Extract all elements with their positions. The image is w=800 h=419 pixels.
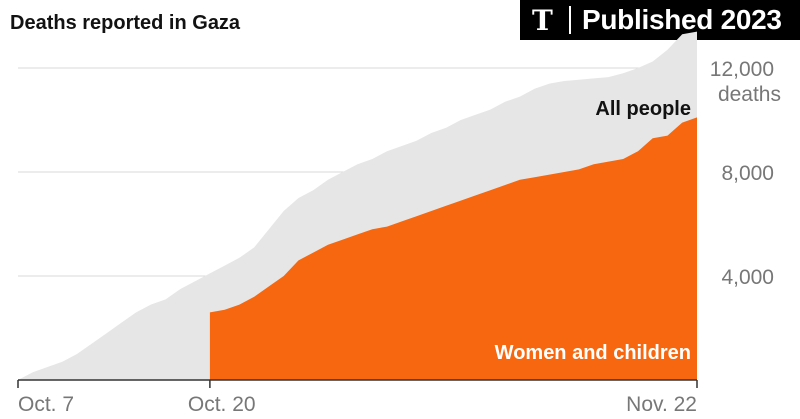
chart-title: Deaths reported in Gaza <box>10 12 241 34</box>
nyt-logo-icon: T <box>532 4 553 37</box>
x-tick-label: Oct. 20 <box>188 393 256 416</box>
y-tick-label: 8,000 <box>721 162 774 185</box>
badge-divider <box>569 6 571 34</box>
badge-text: Published 2023 <box>582 4 782 35</box>
series-area-women-children <box>209 117 697 381</box>
y-tick-label: 4,000 <box>721 266 774 289</box>
y-tick-label: 12,000 <box>710 58 774 81</box>
series-label-women-children: Women and children <box>495 342 691 364</box>
y-unit-label: deaths <box>718 83 781 106</box>
x-tick-label: Oct. 7 <box>18 393 74 416</box>
x-tick-label: Nov. 22 <box>626 393 697 416</box>
published-badge: T Published 2023 <box>520 0 800 40</box>
series-label-all-people: All people <box>595 98 691 120</box>
